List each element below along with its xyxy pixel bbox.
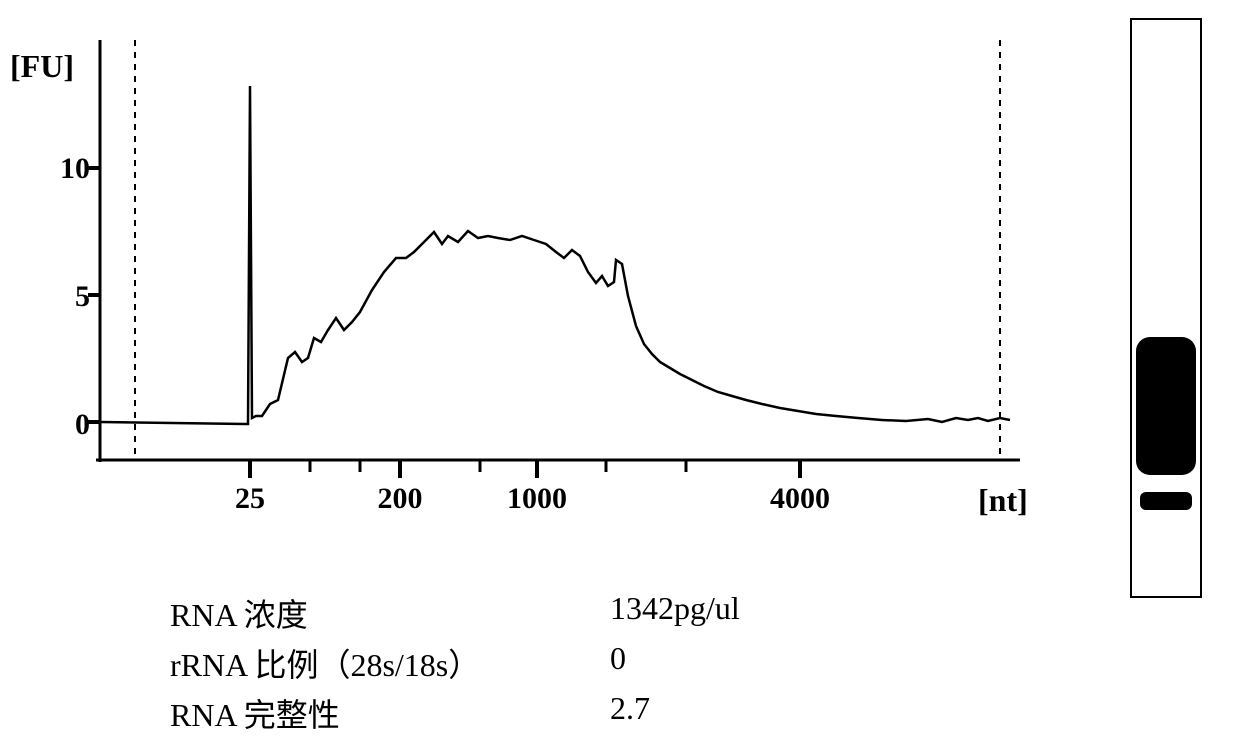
electropherogram-chart bbox=[0, 0, 1060, 500]
metric-row: RNA 完整性 2.7 bbox=[170, 690, 740, 736]
metric-label-integrity: RNA 完整性 bbox=[170, 690, 610, 736]
metric-value-integrity: 2.7 bbox=[610, 690, 650, 736]
trace-curve bbox=[100, 86, 1010, 424]
x-tick-label: 25 bbox=[230, 482, 270, 516]
gel-band-smear bbox=[1136, 337, 1196, 475]
metrics-block: RNA 浓度 1342pg/ul rRNA 比例（28s/18s） 0 RNA … bbox=[170, 590, 740, 740]
metric-value-concentration: 1342pg/ul bbox=[610, 590, 740, 636]
gel-band-marker bbox=[1140, 492, 1192, 509]
x-tick-label: 4000 bbox=[760, 482, 840, 516]
x-axis-unit-label: [nt] bbox=[978, 482, 1028, 519]
metric-label-rrna-ratio: rRNA 比例（28s/18s） bbox=[170, 640, 610, 686]
figure-container: [FU] 10 5 0 25 200 1000 4000 [nt] bbox=[0, 0, 1240, 752]
metric-label-concentration: RNA 浓度 bbox=[170, 590, 610, 636]
metric-value-rrna-ratio: 0 bbox=[610, 640, 626, 686]
metric-row: RNA 浓度 1342pg/ul bbox=[170, 590, 740, 636]
x-tick-label: 1000 bbox=[497, 482, 577, 516]
gel-lane bbox=[1130, 18, 1202, 598]
metric-row: rRNA 比例（28s/18s） 0 bbox=[170, 640, 740, 686]
x-tick-label: 200 bbox=[370, 482, 430, 516]
